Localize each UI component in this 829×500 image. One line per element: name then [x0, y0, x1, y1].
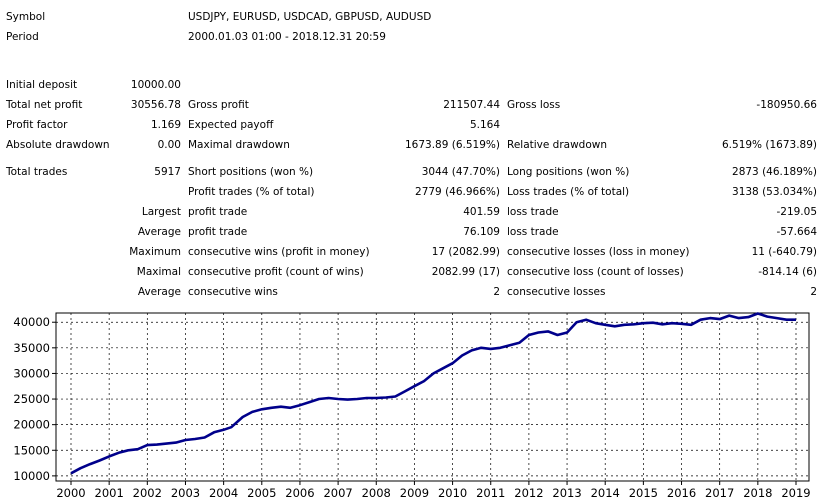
stat-maximal-consecutive-c2: consecutive profit (count of wins)	[188, 266, 364, 278]
stat-net-profit-v1: 30556.78	[130, 99, 181, 111]
stat-net-profit-c2: Gross profit	[188, 99, 249, 111]
balance-line	[70, 312, 796, 475]
y-tick-label: 25000	[13, 392, 50, 406]
stat-total-trades-v3: 2873 (46.189%)	[732, 166, 817, 178]
period-value: 2000.01.03 01:00 - 2018.12.31 20:59	[188, 31, 386, 43]
x-tick-label: 2005	[247, 486, 276, 500]
stat-largest-c3: loss trade	[507, 206, 559, 218]
stat-profit-factor-v1: 1.169	[150, 119, 181, 131]
stat-maximal-consecutive-v3: -814.14 (6)	[758, 266, 817, 278]
stat-drawdown-v2: 1673.89 (6.519%)	[405, 139, 500, 151]
x-tick-label: 2011	[476, 486, 505, 500]
stat-profit-trades-v3: 3138 (53.034%)	[732, 186, 817, 198]
stat-profit-trades-c2: Profit trades (% of total)	[188, 186, 315, 198]
y-tick-label: 40000	[13, 315, 50, 329]
y-tick-label: 10000	[13, 469, 50, 483]
stat-average-v2: 76.109	[463, 226, 500, 238]
stat-profit-factor-c2: Expected payoff	[188, 119, 274, 131]
y-tick-label: 20000	[13, 418, 50, 432]
stat-largest-v2: 401.59	[463, 206, 500, 218]
stat-total-trades-c3: Long positions (won %)	[507, 166, 630, 178]
x-tick-label: 2017	[705, 486, 734, 500]
x-tick-label: 2008	[362, 486, 391, 500]
x-tick-label: 2014	[591, 486, 620, 500]
x-tick-label: 2019	[781, 486, 810, 500]
stat-initial-deposit-v1: 10000.00	[130, 79, 181, 91]
stat-profit-trades-c3: Loss trades (% of total)	[507, 186, 630, 198]
x-tick-label: 2004	[209, 486, 238, 500]
stat-profit-trades-v2: 2779 (46.966%)	[415, 186, 500, 198]
x-tick-label: 2018	[743, 486, 772, 500]
stat-max-consecutive-v1: Maximum	[129, 246, 181, 258]
x-tick-label: 2012	[514, 486, 543, 500]
x-tick-label: 2009	[400, 486, 429, 500]
stat-max-consecutive-c2: consecutive wins (profit in money)	[188, 246, 370, 258]
stat-total-trades-c1: Total trades	[6, 166, 68, 178]
balance-chart: 10000 15000 20000 25000 30000 35000 40000 2000 2…	[13, 312, 811, 500]
stat-max-consecutive-c3: consecutive losses (loss in money)	[507, 246, 690, 258]
stat-net-profit-v3: -180950.66	[756, 99, 817, 111]
symbol-label: Symbol	[6, 11, 46, 23]
stat-total-trades-v1: 5917	[154, 166, 181, 178]
y-tick-label: 15000	[13, 443, 50, 457]
x-tick-label: 2006	[285, 486, 314, 500]
x-tick-label: 2016	[667, 486, 696, 500]
stat-total-trades-c2: Short positions (won %)	[188, 166, 314, 178]
stat-maximal-consecutive-v1: Maximal	[136, 266, 181, 278]
x-tick-label: 2015	[629, 486, 658, 500]
stat-avg-consecutive-c3: consecutive losses	[507, 286, 606, 298]
stat-drawdown-v3: 6.519% (1673.89)	[722, 139, 817, 151]
x-tick-label: 2010	[438, 486, 467, 500]
stat-maximal-consecutive-c3: consecutive loss (count of losses)	[507, 266, 684, 278]
x-tick-label: 2003	[171, 486, 200, 500]
stat-drawdown-c3: Relative drawdown	[507, 139, 608, 151]
stat-profit-factor-c1: Profit factor	[6, 119, 68, 131]
plot-area	[55, 312, 810, 482]
stat-max-consecutive-v3: 11 (-640.79)	[751, 246, 817, 258]
stat-net-profit-v2: 211507.44	[443, 99, 500, 111]
y-tick-label: 30000	[13, 366, 50, 380]
x-tick-label: 2007	[323, 486, 352, 500]
stat-average-v3: -57.664	[776, 226, 817, 238]
stat-initial-deposit-c1: Initial deposit	[6, 79, 78, 91]
stat-largest-v1: Largest	[141, 206, 181, 218]
stat-largest-v3: -219.05	[776, 206, 817, 218]
stat-net-profit-c1: Total net profit	[6, 99, 83, 111]
stat-drawdown-c1: Absolute drawdown	[6, 139, 110, 151]
x-tick-label: 2000	[56, 486, 85, 500]
stat-avg-consecutive-v2: 2	[493, 286, 500, 298]
y-tick-label: 35000	[13, 341, 50, 355]
stat-drawdown-v1: 0.00	[157, 139, 181, 151]
stat-net-profit-c3: Gross loss	[507, 99, 561, 111]
x-tick-label: 2013	[552, 486, 581, 500]
stat-avg-consecutive-v1: Average	[137, 286, 181, 298]
symbol-value: USDJPY, EURUSD, USDCAD, GBPUSD, AUDUSD	[188, 11, 432, 23]
stat-drawdown-c2: Maximal drawdown	[188, 139, 290, 151]
stat-maximal-consecutive-v2: 2082.99 (17)	[431, 266, 500, 278]
stat-avg-consecutive-v3: 2	[810, 286, 817, 298]
stat-largest-c2: profit trade	[188, 206, 248, 218]
stat-average-v1: Average	[137, 226, 181, 238]
period-label: Period	[6, 31, 39, 43]
x-tick-label: 2002	[133, 486, 162, 500]
stat-average-c3: loss trade	[507, 226, 559, 238]
stat-total-trades-v2: 3044 (47.70%)	[421, 166, 500, 178]
stat-avg-consecutive-c2: consecutive wins	[188, 286, 278, 298]
x-tick-label: 2001	[95, 486, 124, 500]
stat-profit-factor-v2: 5.164	[469, 119, 500, 131]
stat-average-c2: profit trade	[188, 226, 248, 238]
stat-max-consecutive-v2: 17 (2082.99)	[431, 246, 500, 258]
